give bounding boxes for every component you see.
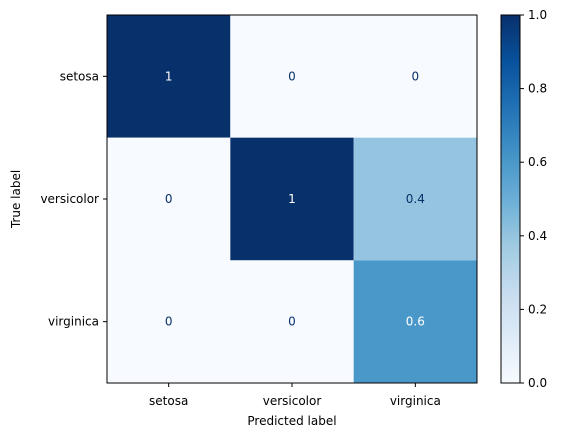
cell-value-label-1-0: 0: [165, 192, 173, 206]
cell-value-label-1-2: 0.4: [406, 192, 425, 206]
colorbar-tick-label-3: 0.6: [528, 155, 547, 169]
colorbar-tick-label-5: 1.0: [528, 8, 547, 22]
colorbar-tick-label-4: 0.8: [528, 82, 547, 96]
x-axis-ticks: setosa versicolor virginica: [149, 383, 441, 408]
cell-value-label-2-2: 0.6: [406, 315, 425, 329]
heatmap-cell-2-0: [107, 260, 231, 383]
y-tick-label-2: virginica: [48, 315, 99, 329]
colorbar-tick-label-0: 0.0: [528, 376, 547, 390]
x-tick-label-2: virginica: [390, 394, 441, 408]
heatmap-cell-2-1: [230, 260, 354, 383]
heatmap-cell-2-2: [353, 260, 477, 383]
cell-value-label-2-0: 0: [165, 315, 173, 329]
heatmap-cell-1-1: [230, 137, 354, 261]
x-axis-label: Predicted label: [247, 414, 336, 428]
colorbar: [500, 14, 521, 384]
x-tick-label-1: versicolor: [263, 394, 322, 408]
heatmap-cell-0-0: [107, 15, 231, 138]
y-tick-label-0: setosa: [60, 69, 99, 83]
heatmap-cell-0-2: [353, 15, 477, 138]
cell-value-label-1-1: 1: [288, 192, 296, 206]
heatmap-cell-1-2: [353, 137, 477, 261]
heatmap-cell-0-1: [230, 15, 354, 138]
x-tick-label-0: setosa: [149, 394, 188, 408]
y-axis-label: True label: [9, 170, 23, 229]
heatmap-cells: [107, 15, 477, 383]
y-tick-label-1: versicolor: [40, 192, 99, 206]
y-axis-ticks: setosa versicolor virginica: [40, 69, 107, 329]
heatmap-cell-1-0: [107, 137, 231, 261]
cell-value-label-0-0: 1: [165, 69, 173, 83]
cell-value-label-2-1: 0: [288, 315, 296, 329]
cell-value-label-0-2: 0: [412, 69, 420, 83]
colorbar-ticks: 0.0 0.2 0.4 0.6 0.8 1.0: [520, 8, 547, 390]
heatmap-cell-labels: 1 0 0 0 1 0.4 0 0 0.6: [165, 69, 425, 328]
colorbar-tick-label-1: 0.2: [528, 302, 547, 316]
cell-value-label-0-1: 0: [288, 69, 296, 83]
colorbar-tick-label-2: 0.4: [528, 229, 547, 243]
